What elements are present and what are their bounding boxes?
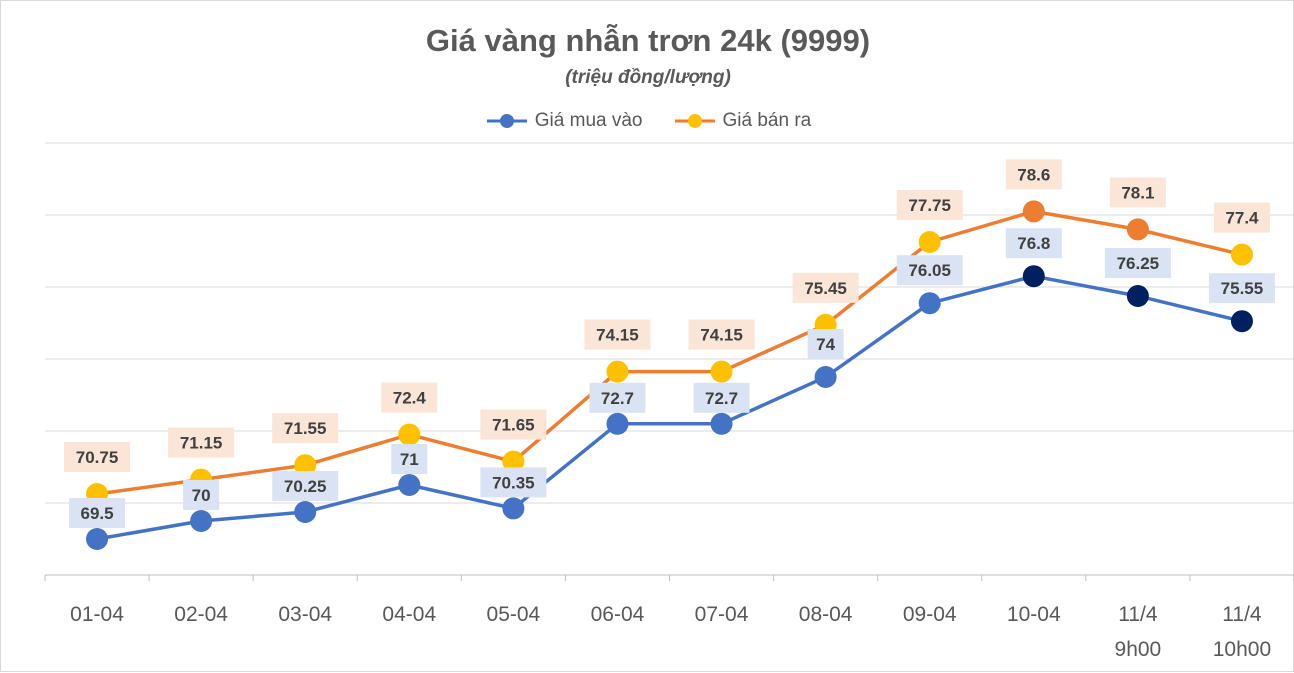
data-label-buy: 70 <box>192 486 211 505</box>
x-tick-label: 10h00 <box>1213 638 1271 661</box>
data-label-sell: 71.55 <box>284 419 327 438</box>
data-label-sell: 77.75 <box>908 196 951 215</box>
data-point-0 <box>1230 310 1253 333</box>
legend-label-buy: Giá mua vào <box>534 110 643 131</box>
data-label-buy-bg <box>1104 248 1171 278</box>
series-line-0 <box>96 274 1243 541</box>
data-label-buy-bg <box>807 329 844 359</box>
data-label-buy-bg <box>391 444 428 474</box>
data-label-buy: 76.05 <box>908 261 951 280</box>
data-label-sell-bg <box>168 427 235 458</box>
x-tick-label: 01-04 <box>70 603 124 626</box>
data-label-sell-bg <box>480 409 547 440</box>
x-tick-label: 05-04 <box>487 603 541 626</box>
data-point-0 <box>918 292 941 315</box>
data-point-0 <box>606 412 629 435</box>
data-label-buy: 74 <box>816 335 835 354</box>
data-point-0 <box>502 497 525 520</box>
data-label-buy: 70.25 <box>284 477 327 496</box>
data-label-buy: 72.7 <box>705 389 738 408</box>
data-label-buy-bg <box>480 467 547 498</box>
chart-title: Giá vàng nhẫn trơn 24k (9999) <box>425 23 871 58</box>
data-label-buy: 70.35 <box>492 473 535 492</box>
data-label-buy-bg <box>1005 228 1062 259</box>
legend-item-sell: Giá bán ra <box>673 110 812 132</box>
data-point-1 <box>502 450 525 473</box>
data-label-sell-bg <box>792 272 859 303</box>
data-point-0 <box>1022 265 1045 288</box>
x-tick-label: 9h00 <box>1115 638 1162 661</box>
data-point-0 <box>814 366 837 388</box>
x-tick-label: 07-04 <box>695 603 749 626</box>
data-point-1 <box>294 454 317 477</box>
data-label-buy-bg <box>896 255 963 286</box>
data-label-buy: 72.7 <box>601 389 634 408</box>
data-label-buy-bg <box>183 480 220 510</box>
x-tick-label: 11/4 <box>1222 603 1262 626</box>
data-label-buy-bg <box>272 471 339 501</box>
legend-marker-sell <box>674 114 715 128</box>
data-point-1 <box>1022 200 1045 223</box>
x-tick-label: 09-04 <box>903 603 957 626</box>
data-label-sell-bg <box>381 382 438 413</box>
data-label-sell: 74.15 <box>700 326 743 345</box>
data-label-sell: 74.15 <box>596 326 639 345</box>
data-label-sell: 71.15 <box>180 434 223 453</box>
data-label-sell: 77.4 <box>1225 209 1259 228</box>
data-label-buy: 75.55 <box>1221 279 1264 298</box>
legend-label-sell: Giá bán ra <box>722 110 812 131</box>
data-point-1 <box>1126 218 1149 241</box>
data-label-sell: 78.1 <box>1121 183 1154 202</box>
data-label-sell-bg <box>272 413 339 444</box>
data-label-buy: 76.25 <box>1117 254 1160 273</box>
data-point-0 <box>398 474 421 496</box>
data-label-sell-bg <box>688 319 755 350</box>
data-label-sell-bg <box>896 190 963 220</box>
data-point-1 <box>710 360 733 383</box>
x-tick-label: 04-04 <box>382 603 436 626</box>
data-label-buy: 76.8 <box>1017 234 1050 253</box>
data-point-1 <box>606 360 629 383</box>
legend-item-buy: Giá mua vào <box>485 110 643 132</box>
x-tick-label: 06-04 <box>591 603 645 626</box>
x-tick-label: 02-04 <box>174 603 228 626</box>
data-label-buy-bg <box>589 382 646 413</box>
data-label-buy-bg <box>1208 273 1275 304</box>
chart-subtitle: (triệu đồng/lượng) <box>565 67 731 88</box>
data-label-buy-bg <box>693 382 750 413</box>
data-label-buy-bg <box>69 498 126 528</box>
data-point-0 <box>710 412 733 435</box>
data-label-sell: 72.4 <box>393 389 427 408</box>
data-label-sell-bg <box>584 319 651 350</box>
data-label-buy: 71 <box>400 450 419 469</box>
series-line-1 <box>96 209 1243 496</box>
data-point-1 <box>1230 243 1253 266</box>
data-label-sell: 75.45 <box>804 279 847 298</box>
x-tick-label: 08-04 <box>799 603 853 626</box>
data-label-sell-bg <box>64 442 131 472</box>
x-tick-label: 11/4 <box>1118 603 1158 626</box>
data-label-sell-bg <box>1005 159 1062 190</box>
chart-legend: Giá mua vào Giá bán ra <box>1 110 1294 132</box>
x-tick-label: 03-04 <box>278 603 332 626</box>
data-point-1 <box>918 231 941 253</box>
data-point-0 <box>294 501 317 523</box>
legend-marker-buy <box>486 114 527 128</box>
x-tick-label: 10-04 <box>1007 603 1061 626</box>
data-label-sell: 78.6 <box>1017 165 1050 184</box>
data-point-0 <box>86 528 109 550</box>
data-point-0 <box>190 510 213 532</box>
data-label-sell-bg <box>1109 177 1166 208</box>
data-label-buy: 69.5 <box>80 504 113 523</box>
data-label-sell: 70.75 <box>76 448 119 467</box>
data-point-1 <box>398 423 421 446</box>
data-label-sell: 71.65 <box>492 416 535 435</box>
data-label-sell-bg <box>1213 202 1270 233</box>
data-point-0 <box>1126 285 1149 307</box>
